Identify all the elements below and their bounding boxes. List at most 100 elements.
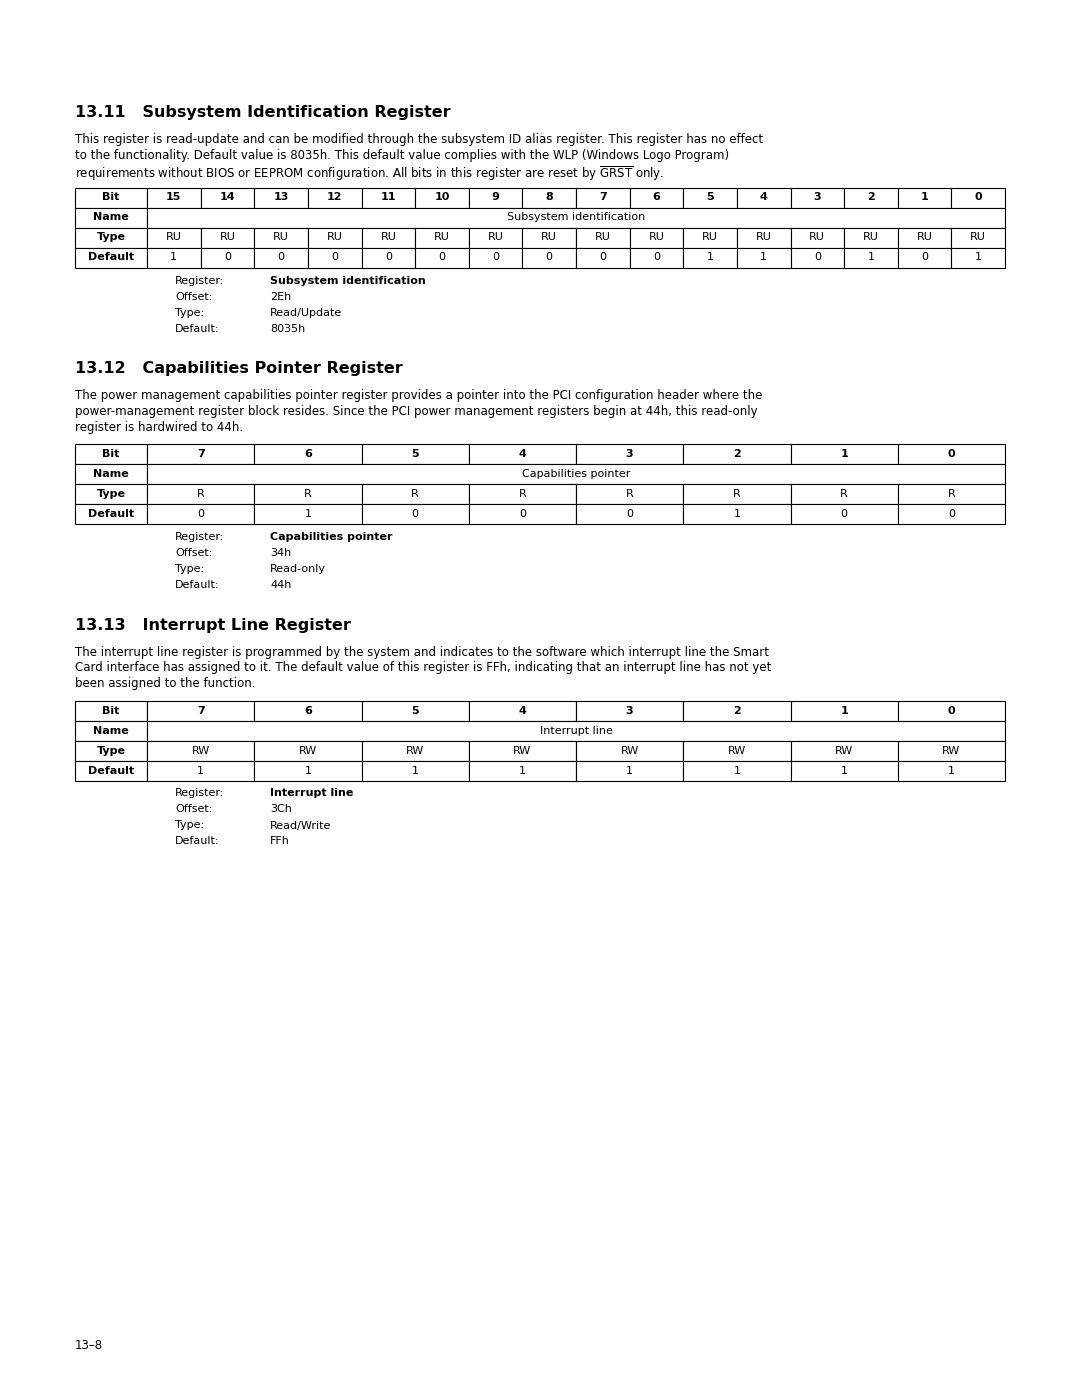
Bar — [791, 187, 845, 208]
Bar — [254, 700, 362, 721]
Bar — [147, 721, 1005, 740]
Text: RW: RW — [191, 746, 210, 756]
Bar — [201, 187, 254, 208]
Text: 1: 1 — [760, 253, 767, 263]
Text: 0: 0 — [974, 193, 982, 203]
Text: 0: 0 — [518, 509, 526, 520]
Bar — [254, 228, 308, 247]
Bar — [791, 228, 845, 247]
Bar — [415, 247, 469, 267]
Bar — [791, 760, 897, 781]
Bar — [362, 700, 469, 721]
Text: Type:: Type: — [175, 820, 204, 830]
Text: Register:: Register: — [175, 275, 225, 285]
Text: RU: RU — [756, 232, 771, 243]
Text: 10: 10 — [434, 193, 449, 203]
Text: RU: RU — [595, 232, 611, 243]
Text: R: R — [303, 489, 312, 499]
Text: RU: RU — [970, 232, 986, 243]
Bar — [523, 228, 576, 247]
Text: 3: 3 — [625, 705, 634, 715]
Text: Offset:: Offset: — [175, 548, 213, 557]
Text: 0: 0 — [653, 253, 660, 263]
Text: 1: 1 — [920, 193, 929, 203]
Text: 8035h: 8035h — [270, 324, 306, 334]
Text: RW: RW — [513, 746, 531, 756]
Bar — [75, 208, 147, 228]
Text: R: R — [733, 489, 741, 499]
Bar — [684, 483, 791, 504]
Text: 7: 7 — [197, 448, 204, 460]
Text: FFh: FFh — [270, 837, 289, 847]
Text: 2: 2 — [733, 705, 741, 715]
Text: RU: RU — [327, 232, 342, 243]
Bar — [147, 187, 201, 208]
Text: 1: 1 — [411, 766, 419, 775]
Text: 2Eh: 2Eh — [270, 292, 292, 302]
Text: RU: RU — [488, 232, 503, 243]
Text: Name: Name — [93, 725, 129, 735]
Bar — [469, 247, 523, 267]
Bar — [469, 444, 576, 464]
Text: 1: 1 — [305, 509, 311, 520]
Bar — [254, 187, 308, 208]
Text: Offset:: Offset: — [175, 805, 213, 814]
Text: been assigned to the function.: been assigned to the function. — [75, 678, 256, 690]
Bar — [951, 187, 1005, 208]
Text: register is hardwired to 44h.: register is hardwired to 44h. — [75, 420, 243, 433]
Bar — [737, 247, 791, 267]
Bar — [576, 228, 630, 247]
Text: 44h: 44h — [270, 580, 292, 590]
Text: RU: RU — [809, 232, 825, 243]
Bar — [684, 740, 791, 760]
Bar — [576, 740, 684, 760]
Bar — [897, 228, 951, 247]
Text: 1: 1 — [840, 448, 848, 460]
Bar — [576, 247, 630, 267]
Bar — [147, 208, 1005, 228]
Text: 3: 3 — [813, 193, 821, 203]
Text: 0: 0 — [599, 253, 606, 263]
Bar — [791, 483, 897, 504]
Text: Card interface has assigned to it. The default value of this register is FFh, in: Card interface has assigned to it. The d… — [75, 662, 771, 675]
Text: 8: 8 — [545, 193, 553, 203]
Text: R: R — [840, 489, 848, 499]
Text: Read-only: Read-only — [270, 564, 326, 574]
Text: The power management capabilities pointer register provides a pointer into the P: The power management capabilities pointe… — [75, 390, 762, 402]
Bar — [147, 740, 254, 760]
Bar — [254, 483, 362, 504]
Text: 0: 0 — [438, 253, 445, 263]
Text: Type:: Type: — [175, 564, 204, 574]
Text: 1: 1 — [840, 705, 848, 715]
Text: RU: RU — [917, 232, 932, 243]
Bar — [576, 760, 684, 781]
Bar — [147, 700, 254, 721]
Text: 13.12   Capabilities Pointer Register: 13.12 Capabilities Pointer Register — [75, 362, 403, 377]
Text: 7: 7 — [599, 193, 607, 203]
Text: RU: RU — [219, 232, 235, 243]
Text: R: R — [947, 489, 955, 499]
Text: 12: 12 — [327, 193, 342, 203]
Bar — [630, 247, 684, 267]
Text: 6: 6 — [303, 448, 312, 460]
Bar — [254, 740, 362, 760]
Bar — [523, 187, 576, 208]
Bar — [845, 187, 897, 208]
Text: 0: 0 — [545, 253, 553, 263]
Text: 1: 1 — [706, 253, 714, 263]
Text: 1: 1 — [171, 253, 177, 263]
Bar — [362, 760, 469, 781]
Text: RU: RU — [702, 232, 718, 243]
Bar — [415, 228, 469, 247]
Bar — [576, 504, 684, 524]
Bar — [147, 760, 254, 781]
Text: Type:: Type: — [175, 307, 204, 317]
Text: 1: 1 — [867, 253, 875, 263]
Text: Offset:: Offset: — [175, 292, 213, 302]
Bar — [469, 760, 576, 781]
Text: RW: RW — [621, 746, 638, 756]
Bar — [897, 444, 1005, 464]
Bar — [362, 740, 469, 760]
Text: Default:: Default: — [175, 580, 219, 590]
Text: 0: 0 — [384, 253, 392, 263]
